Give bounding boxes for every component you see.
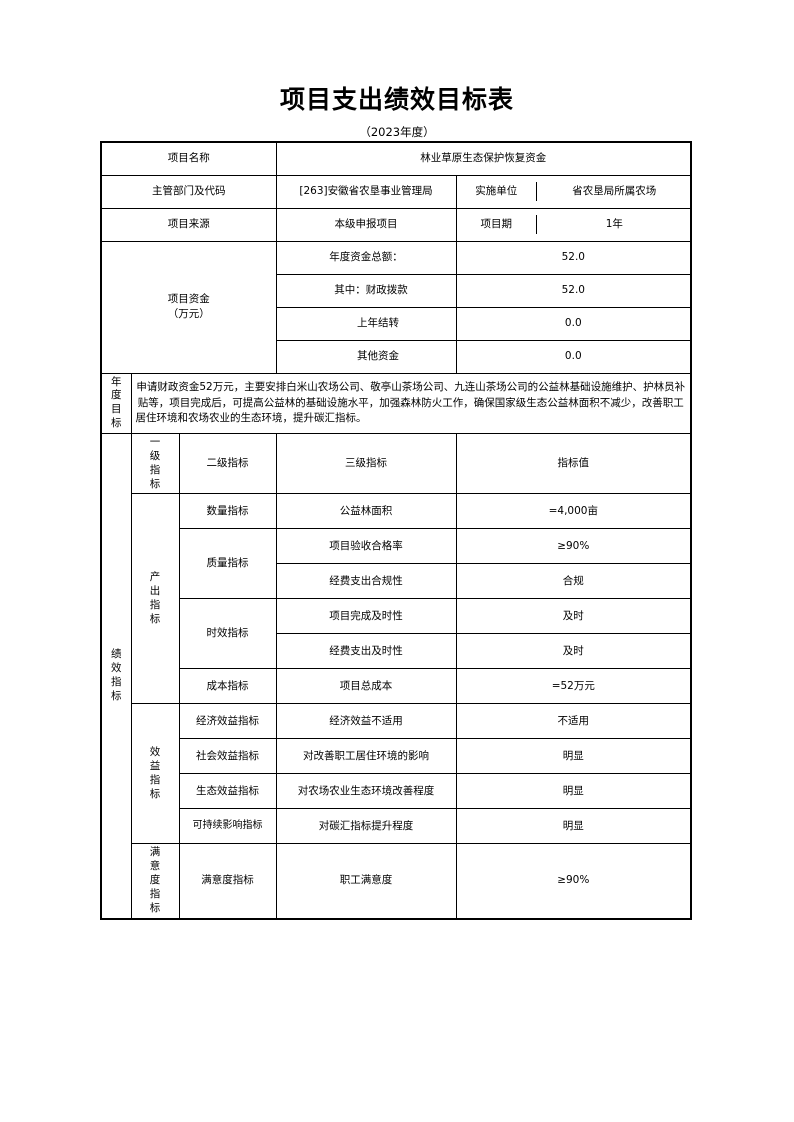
project-name-value: 林业草原生态保护恢复资金	[275, 141, 692, 176]
level2-economic-benefit: 经济效益指标	[178, 703, 277, 740]
row-project-name: 项目名称 林业草原生态保护恢复资金	[100, 141, 692, 176]
row-performance-header: 绩效指标 一级指标 二级指标 三级指标 指标值	[100, 432, 692, 920]
fund-row-name-3: 其他资金	[275, 339, 457, 374]
level3-indicator: 对碳汇指标提升程度	[275, 808, 457, 845]
row-department: 主管部门及代码 [263]安徽省农垦事业管理局 实施单位 省农垦局所属农场	[100, 174, 692, 209]
implementing-unit-value: 省农垦局所属农场	[572, 184, 657, 197]
level2-quality: 质量指标	[178, 528, 277, 600]
table-row: 经费支出合规性 合规	[101, 563, 692, 600]
level3-indicator: 项目总成本	[275, 668, 457, 705]
implementing-unit-cell: 实施单位 省农垦局所属农场	[455, 174, 692, 209]
table-row: 经费支出及时性 及时	[101, 633, 692, 670]
page-subtitle: （2023年度）	[359, 125, 435, 139]
project-name-label: 项目名称	[100, 141, 277, 176]
indicator-value: 明显	[455, 773, 692, 810]
level3-indicator: 对改善职工居住环境的影响	[275, 738, 457, 775]
indicator-value: ≥90%	[455, 843, 692, 920]
level1-benefit: 效益指标	[130, 703, 180, 845]
fund-row-name-0: 年度资金总额：	[275, 240, 457, 275]
department-label: 主管部门及代码	[100, 174, 277, 209]
indicator-value: ≥90%	[455, 528, 692, 565]
table-row: 可持续影响指标 对碳汇指标提升程度 明显	[101, 808, 692, 845]
fund-row-value-3: 0.0	[455, 339, 692, 374]
table-row: 质量指标 项目验收合格率 ≥90%	[101, 528, 692, 600]
level3-indicator: 经费支出合规性	[275, 563, 457, 600]
row-fund-total: 项目资金 （万元） 年度资金总额： 52.0	[100, 240, 692, 374]
indicator-value: 合规	[455, 563, 692, 600]
level3-indicator: 职工满意度	[275, 843, 457, 920]
level2-quantity: 数量指标	[178, 493, 277, 530]
fund-row-name-1: 其中：财政拨款	[275, 273, 457, 308]
indicator-value: 明显	[455, 738, 692, 775]
level2-satisfaction: 满意度指标	[178, 843, 277, 920]
table-row: 生态效益指标 对农场农业生态环境改善程度 明显	[101, 773, 692, 810]
header-level3: 三级指标	[275, 432, 457, 495]
table-row: 成本指标 项目总成本 =52万元	[101, 668, 692, 705]
table-row: 满意度指标 满意度指标 职工满意度 ≥90%	[101, 843, 692, 920]
funds-unit-text: （万元）	[167, 308, 210, 320]
fund-row-value-0: 52.0	[455, 240, 692, 275]
header-value: 指标值	[455, 432, 692, 495]
funds-label: 项目资金 （万元）	[100, 240, 277, 374]
level2-eco-benefit: 生态效益指标	[178, 773, 277, 810]
annual-goal-label: 年度目标	[100, 372, 132, 434]
department-value: [263]安徽省农垦事业管理局	[275, 174, 457, 209]
indicator-value: 不适用	[455, 703, 692, 740]
project-source-label: 项目来源	[100, 207, 277, 242]
project-period-value: 1年	[605, 217, 623, 230]
row-fund-carryover: 上年结转 0.0	[101, 306, 692, 341]
fund-row-name-2: 上年结转	[275, 306, 457, 341]
row-annual-goal: 年度目标 申请财政资金52万元，主要安排白米山农场公司、敬亭山茶场公司、九连山茶…	[100, 372, 692, 434]
header-level2: 二级指标	[178, 432, 277, 495]
table-row: 效益指标 经济效益指标 经济效益不适用 不适用	[101, 703, 692, 845]
header-level1: 一级指标	[130, 432, 180, 495]
level2-timeliness: 时效指标	[178, 598, 277, 670]
level3-indicator: 经济效益不适用	[275, 703, 457, 740]
indicator-value: =4,000亩	[455, 493, 692, 530]
level1-satisfaction: 满意度指标	[130, 843, 180, 920]
table-row: 时效指标 项目完成及时性 及时	[101, 598, 692, 670]
level3-indicator: 公益林面积	[275, 493, 457, 530]
project-period-cell: 项目期 1年	[455, 207, 692, 242]
level2-cost: 成本指标	[178, 668, 277, 705]
level3-indicator: 经费支出及时性	[275, 633, 457, 670]
performance-side-label: 绩效指标	[100, 432, 132, 920]
level3-indicator: 项目验收合格率	[275, 528, 457, 565]
annual-goal-text: 申请财政资金52万元，主要安排白米山农场公司、敬亭山茶场公司、九连山茶场公司的公…	[130, 372, 692, 434]
indicator-value: 明显	[455, 808, 692, 845]
indicator-value: 及时	[455, 633, 692, 670]
level1-output: 产出指标	[130, 493, 180, 705]
row-fund-other: 其他资金 0.0	[101, 339, 692, 374]
page-title: 项目支出绩效目标表	[279, 85, 514, 114]
level3-indicator: 对农场农业生态环境改善程度	[275, 773, 457, 810]
table-row: 社会效益指标 对改善职工居住环境的影响 明显	[101, 738, 692, 775]
table-row: 产出指标 数量指标 公益林面积 =4,000亩	[101, 493, 692, 705]
performance-target-table: 项目名称 林业草原生态保护恢复资金 主管部门及代码 [263]安徽省农垦事业管理…	[100, 141, 693, 920]
fund-row-value-2: 0.0	[455, 306, 692, 341]
funds-label-text: 项目资金	[167, 292, 210, 305]
level2-sustainable-impact: 可持续影响指标	[178, 808, 277, 845]
project-period-label: 项目期	[456, 214, 538, 235]
fund-row-value-1: 52.0	[455, 273, 692, 308]
level3-indicator: 项目完成及时性	[275, 598, 457, 635]
project-source-value: 本级申报项目	[275, 207, 457, 242]
row-project-source: 项目来源 本级申报项目 项目期 1年	[100, 207, 692, 242]
indicator-value: =52万元	[455, 668, 692, 705]
indicator-value: 及时	[455, 598, 692, 635]
row-fund-fiscal: 其中：财政拨款 52.0	[101, 273, 692, 308]
level2-social-benefit: 社会效益指标	[178, 738, 277, 775]
implementing-unit-label: 实施单位	[456, 181, 538, 202]
